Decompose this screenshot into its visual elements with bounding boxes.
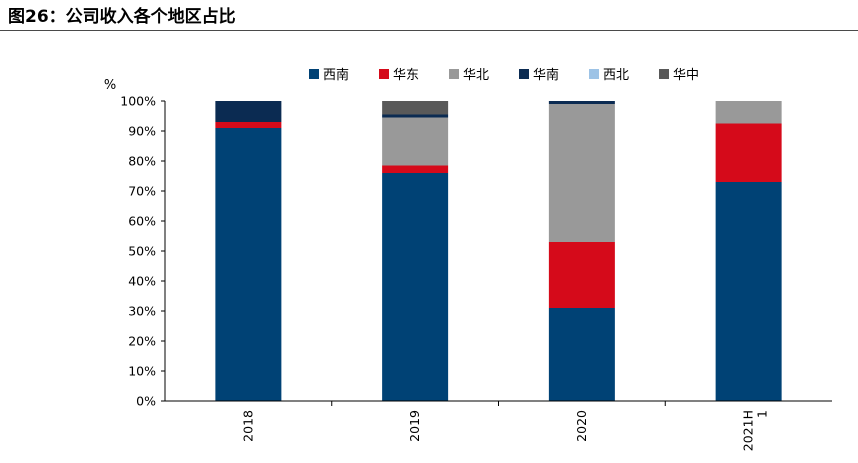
x-tick-label: 2020 bbox=[574, 410, 589, 442]
bar-segment bbox=[715, 101, 782, 124]
bar-segment bbox=[382, 165, 449, 173]
y-tick-label: 70% bbox=[128, 184, 156, 199]
legend-swatch bbox=[379, 69, 389, 79]
chart-legend: 西南 华东 华北 华南 西北 华中 bbox=[309, 67, 699, 83]
legend-label: 华中 bbox=[673, 68, 699, 83]
bar-segment bbox=[215, 128, 282, 401]
y-tick-label: 80% bbox=[128, 154, 156, 169]
bars bbox=[215, 101, 782, 401]
y-tick-label: 50% bbox=[128, 244, 156, 259]
legend-swatch bbox=[589, 69, 599, 79]
legend-swatch bbox=[309, 69, 319, 79]
y-tick-label: 20% bbox=[128, 334, 156, 349]
y-tick-label: 60% bbox=[128, 214, 156, 229]
bar-segment bbox=[215, 122, 282, 128]
bar-segment bbox=[215, 101, 282, 122]
x-tick-label: 2018 bbox=[240, 410, 255, 442]
bar-segment bbox=[382, 114, 449, 118]
bar-segment bbox=[382, 117, 449, 166]
y-tick-label: 100% bbox=[120, 94, 156, 109]
y-axis: 0% 10% 20% 30% 40% 50% 60% 70% 80% 90% 100% bbox=[120, 94, 166, 409]
bar-segment bbox=[548, 101, 615, 104]
bar-segment bbox=[715, 182, 782, 401]
x-tick-label: 2019 bbox=[407, 410, 422, 442]
y-tick-label: 40% bbox=[128, 274, 156, 289]
y-axis-label: % bbox=[104, 78, 116, 93]
bar-segment bbox=[548, 104, 615, 242]
bar-segment bbox=[715, 123, 782, 182]
y-tick-label: 90% bbox=[128, 124, 156, 139]
legend-label: 华北 bbox=[463, 68, 489, 83]
legend-swatch bbox=[659, 69, 669, 79]
bar-segment bbox=[548, 308, 615, 401]
legend-label: 华东 bbox=[393, 68, 419, 83]
legend-label: 华南 bbox=[533, 67, 559, 83]
title-divider bbox=[0, 30, 858, 31]
legend-label: 西南 bbox=[323, 67, 349, 83]
bar-segment bbox=[382, 101, 449, 115]
legend-swatch bbox=[449, 69, 459, 79]
bar-segment bbox=[548, 242, 615, 308]
x-axis: 2018 2019 2020 2021H1 bbox=[165, 400, 832, 451]
legend-swatch bbox=[519, 69, 529, 79]
figure-title: 图26：公司收入各个地区占比 bbox=[8, 7, 236, 27]
y-tick-label: 0% bbox=[136, 394, 156, 409]
bar-segment bbox=[382, 173, 449, 401]
x-tick-label: 2021H1 bbox=[741, 410, 770, 451]
y-tick-label: 30% bbox=[128, 304, 156, 319]
y-tick-label: 10% bbox=[128, 364, 156, 379]
legend-label: 西北 bbox=[603, 68, 629, 83]
